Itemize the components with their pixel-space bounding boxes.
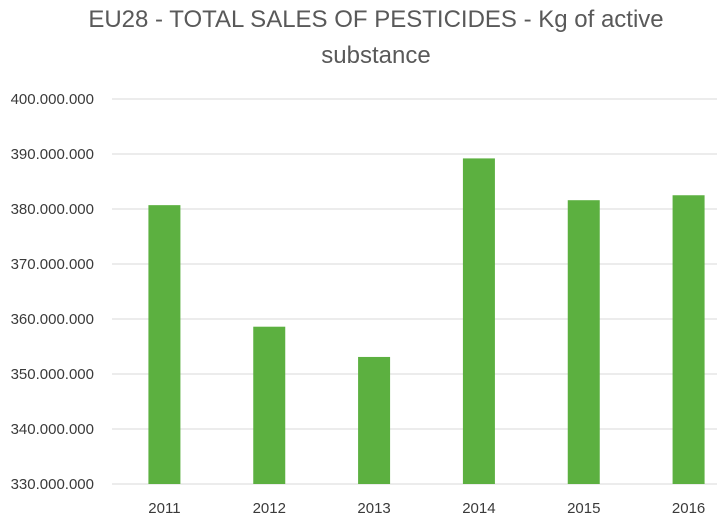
chart-title-line-2: substance xyxy=(321,42,431,69)
x-tick-label: 2011 xyxy=(148,500,180,517)
x-tick-label: 2015 xyxy=(567,500,600,517)
bar-2015 xyxy=(567,200,600,484)
chart-title-line-1: EU28 - TOTAL SALES OF PESTICIDES - Kg of… xyxy=(88,6,664,33)
y-tick-label: 360.000.000 xyxy=(11,311,94,328)
bar-2014 xyxy=(462,158,495,484)
y-tick-label: 390.000.000 xyxy=(11,146,94,163)
y-tick-label: 380.000.000 xyxy=(11,201,94,218)
bar-2012 xyxy=(253,326,286,484)
bar-2011 xyxy=(148,205,181,484)
x-tick-label: 2016 xyxy=(672,500,705,517)
y-tick-label: 350.000.000 xyxy=(11,366,94,383)
y-tick-label: 400.000.000 xyxy=(11,91,94,108)
x-tick-label: 2012 xyxy=(253,500,286,517)
bar-2016 xyxy=(672,195,705,484)
x-tick-label: 2013 xyxy=(357,500,390,517)
chart-title: EU28 - TOTAL SALES OF PESTICIDES - Kg of… xyxy=(0,0,717,74)
y-tick-label: 340.000.000 xyxy=(11,421,94,438)
x-tick-label: 2014 xyxy=(462,500,495,517)
y-tick-label: 370.000.000 xyxy=(11,256,94,273)
y-tick-label: 330.000.000 xyxy=(11,476,94,493)
bar-2013 xyxy=(358,356,391,484)
